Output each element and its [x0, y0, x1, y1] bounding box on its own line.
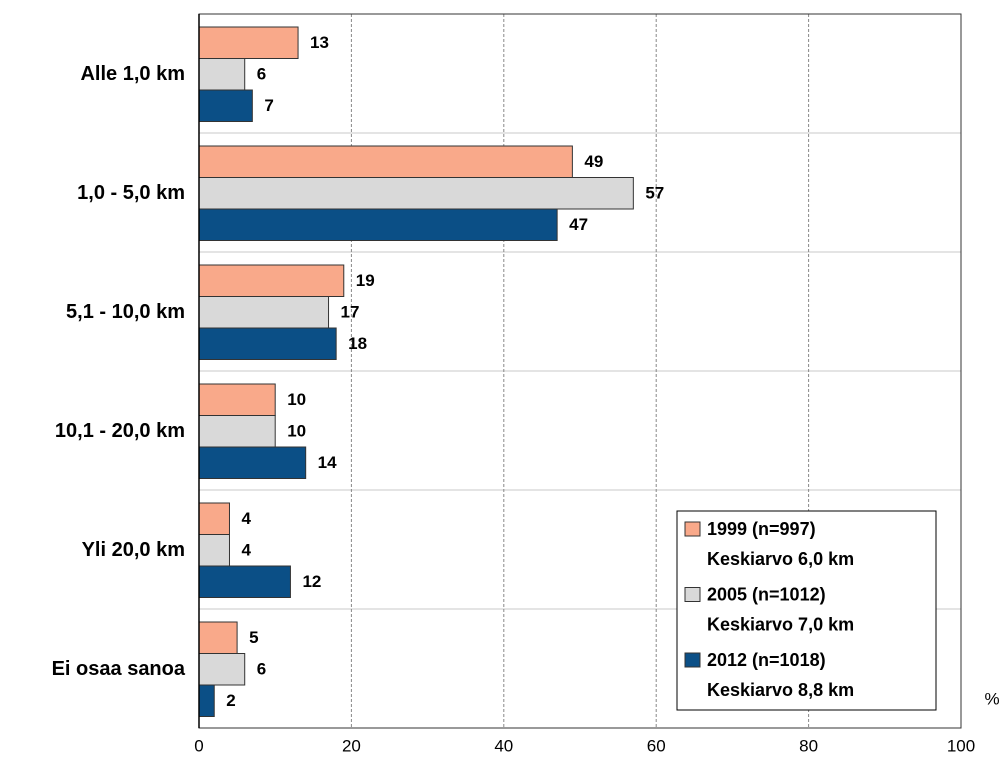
y-tick-label: Ei osaa sanoa	[52, 658, 186, 680]
data-label: 2	[226, 691, 235, 710]
bar	[198, 327, 337, 360]
legend-label: 2005 (n=1012)	[707, 584, 826, 604]
data-label: 10	[287, 390, 306, 409]
legend-box	[676, 510, 937, 711]
legend-label: 1999 (n=997)	[707, 519, 816, 539]
bar	[198, 534, 230, 567]
bar	[198, 58, 246, 91]
x-tick-label: 0	[194, 736, 203, 755]
y-tick-label: Yli 20,0 km	[82, 539, 185, 561]
x-tick-label: 60	[647, 736, 666, 755]
x-tick-label: 20	[342, 736, 361, 755]
legend-swatch	[684, 587, 701, 602]
data-label: 47	[569, 215, 588, 234]
bar	[198, 621, 238, 654]
data-label: 14	[318, 453, 337, 472]
y-tick-label: 5,1 - 10,0 km	[66, 301, 185, 323]
y-tick-label: 1,0 - 5,0 km	[77, 182, 185, 204]
data-label: 12	[302, 572, 321, 591]
data-label: 57	[645, 184, 664, 203]
data-label: 6	[257, 660, 266, 679]
bar	[198, 89, 253, 122]
data-label: 49	[584, 152, 603, 171]
x-tick-label: 40	[494, 736, 513, 755]
bar	[198, 502, 230, 535]
bar	[198, 684, 215, 717]
legend-swatch	[684, 652, 701, 668]
bar	[198, 296, 330, 329]
bar	[198, 177, 634, 210]
data-label: 10	[287, 422, 306, 441]
bar	[198, 565, 291, 598]
bar	[198, 208, 558, 241]
data-label: 6	[257, 65, 266, 84]
y-tick-label: 10,1 - 20,0 km	[55, 420, 185, 442]
legend-average: Keskiarvo 6,0 km	[707, 549, 854, 569]
bar	[198, 264, 345, 297]
bar	[198, 446, 307, 479]
data-label: 13	[310, 33, 329, 52]
bar	[198, 26, 299, 59]
x-tick-label: 100	[947, 736, 975, 755]
data-label: 19	[356, 271, 375, 290]
bar	[198, 145, 573, 178]
x-axis-label: %	[984, 689, 999, 708]
data-label: 17	[341, 303, 360, 322]
bar	[198, 653, 246, 686]
bar	[198, 415, 276, 448]
data-label: 7	[264, 96, 273, 115]
legend-swatch	[684, 521, 701, 537]
data-label: 18	[348, 334, 367, 353]
legend-label: 2012 (n=1018)	[707, 650, 826, 670]
legend-average: Keskiarvo 8,8 km	[707, 680, 854, 700]
x-tick-label: 80	[799, 736, 818, 755]
data-label: 4	[241, 541, 251, 560]
data-label: 4	[241, 509, 251, 528]
y-tick-label: Alle 1,0 km	[80, 63, 185, 85]
data-label: 5	[249, 628, 258, 647]
legend-average: Keskiarvo 7,0 km	[707, 614, 854, 634]
bar	[198, 383, 276, 416]
